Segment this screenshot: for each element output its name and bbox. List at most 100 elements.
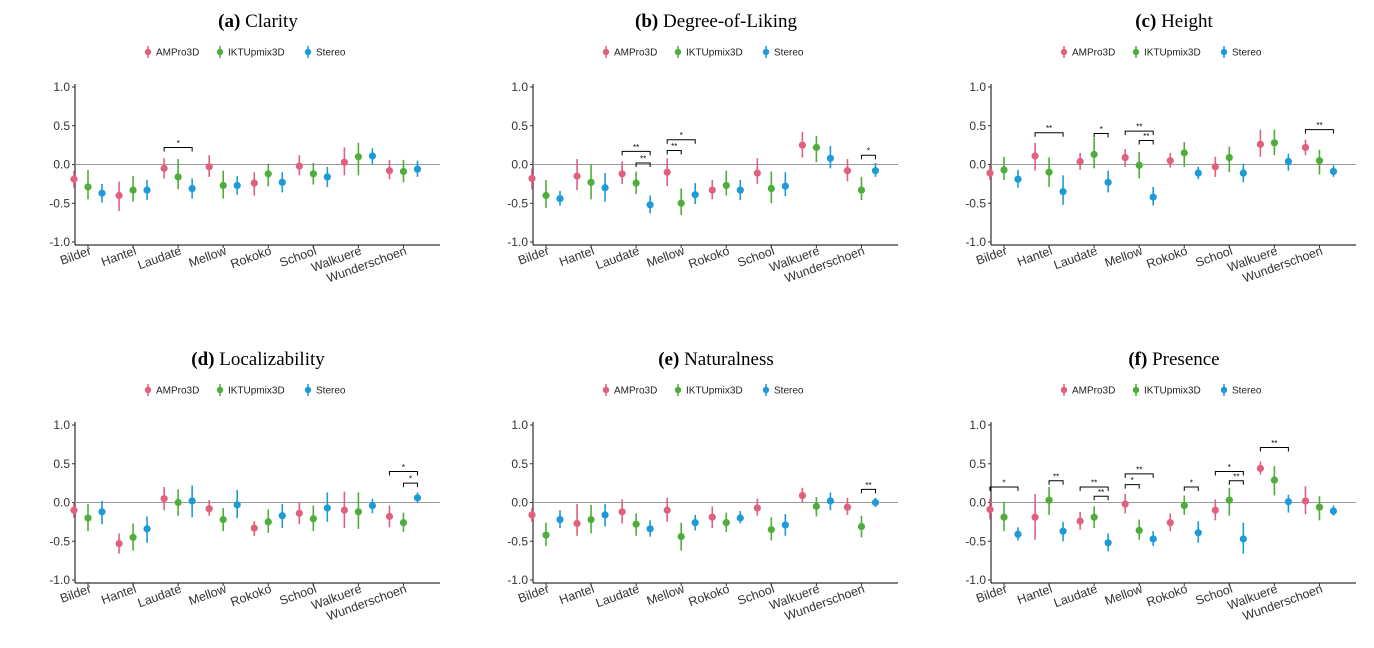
- data-point: [646, 201, 654, 209]
- significance-bracket: [1228, 480, 1244, 485]
- data-point: [399, 167, 408, 176]
- x-tick-label: Mellow: [1103, 243, 1145, 270]
- legend-key-point: [674, 48, 682, 56]
- legend-key-point: [304, 48, 312, 56]
- panel-localizability: (d) Localizability AMPro3D IKTUpmix3D Stere…: [49, 349, 440, 624]
- data-point: [1194, 529, 1202, 537]
- data-point: [1045, 496, 1053, 504]
- panel-name: Height: [1156, 11, 1213, 32]
- data-point: [1104, 539, 1112, 547]
- data-point: [1104, 178, 1112, 186]
- legend-key-point: [304, 386, 312, 394]
- data-point: [1090, 150, 1098, 159]
- legend-label: IKTUpmix3D: [228, 48, 285, 59]
- data-point: [129, 186, 137, 194]
- data-point: [84, 514, 92, 522]
- panel-label: (b): [635, 11, 658, 32]
- data-point: [1284, 157, 1292, 165]
- data-point: [556, 515, 564, 524]
- data-point: [618, 508, 626, 516]
- significance-bracket: [666, 139, 696, 144]
- significance-label: **: [1136, 465, 1142, 474]
- y-tick-label: -1.0: [507, 235, 528, 249]
- y-tick-label: 0.5: [511, 457, 528, 471]
- panel-label: (c): [1135, 11, 1156, 32]
- legend-key-point: [762, 48, 770, 56]
- data-point: [233, 501, 241, 509]
- data-point: [1076, 517, 1084, 525]
- legend-label: IKTUpmix3D: [1144, 386, 1201, 397]
- data-point: [1301, 143, 1310, 152]
- data-point: [295, 509, 303, 517]
- legend-label: IKTUpmix3D: [686, 48, 743, 59]
- data-point: [1059, 527, 1067, 535]
- data-point: [542, 531, 550, 539]
- legend-key-point: [216, 48, 224, 56]
- data-point: [309, 170, 317, 178]
- data-point: [781, 182, 789, 190]
- legend-key-point: [216, 386, 224, 394]
- panel-presence: (f) Presence AMPro3D IKTUpmix3D Stereo 1.0 0.…: [965, 349, 1356, 624]
- legend-key-point: [1220, 386, 1228, 394]
- significance-bracket: [1048, 480, 1064, 485]
- panel-name: Degree-of-Liking: [658, 11, 797, 32]
- significance-bracket: [1124, 473, 1154, 478]
- y-tick-label: 1.0: [969, 418, 986, 432]
- y-tick-label: 0.5: [969, 457, 986, 471]
- data-point: [722, 181, 730, 190]
- legend-label: IKTUpmix3D: [686, 386, 743, 397]
- data-point: [385, 512, 394, 521]
- significance-label: *: [1002, 479, 1005, 488]
- data-point: [1284, 498, 1292, 506]
- panel-label: (e): [658, 349, 679, 370]
- significance-label: **: [633, 143, 639, 152]
- legend-label: AMPro3D: [1072, 48, 1115, 59]
- data-point: [1000, 513, 1008, 521]
- data-point: [798, 141, 806, 149]
- data-point: [843, 167, 852, 175]
- y-tick-label: 1.0: [53, 80, 70, 94]
- data-point: [323, 173, 331, 181]
- data-point: [587, 178, 595, 186]
- data-point: [857, 522, 866, 531]
- data-point: [1166, 157, 1174, 165]
- significance-bracket: [635, 162, 651, 167]
- data-point: [1211, 163, 1219, 171]
- y-tick-label: -0.5: [965, 534, 986, 548]
- panel-title: (f) Presence: [1128, 349, 1219, 370]
- panel-name: Presence: [1147, 349, 1219, 370]
- data-point: [174, 173, 182, 181]
- data-point: [618, 170, 626, 178]
- data-point: [1256, 140, 1264, 148]
- data-point: [767, 184, 775, 193]
- data-point: [767, 526, 775, 534]
- data-point: [354, 153, 362, 161]
- significance-bracket: [860, 154, 876, 160]
- legend-label: AMPro3D: [156, 48, 199, 59]
- y-tick-label: 0.0: [969, 496, 986, 510]
- data-point: [354, 508, 362, 516]
- data-point: [143, 186, 151, 194]
- data-point: [601, 184, 609, 192]
- legend-label: AMPro3D: [614, 386, 657, 397]
- legend-key-point: [674, 386, 682, 394]
- data-point: [70, 175, 78, 183]
- legend-label: AMPro3D: [614, 48, 657, 59]
- data-point: [677, 199, 685, 207]
- significance-bracket: [1124, 484, 1140, 489]
- x-tick-label: Rokoko: [687, 582, 732, 610]
- data-point: [385, 167, 394, 175]
- significance-label: *: [1190, 479, 1193, 488]
- legend-label: Stereo: [774, 48, 804, 59]
- data-point: [812, 143, 820, 152]
- data-point: [691, 191, 699, 199]
- y-tick-label: 0.5: [53, 457, 70, 471]
- significance-bracket: [1183, 486, 1199, 491]
- significance-bracket: [402, 482, 418, 488]
- data-point: [871, 167, 880, 175]
- legend-key-point: [602, 48, 610, 56]
- x-tick-label: Rokoko: [229, 582, 274, 610]
- data-point: [1315, 503, 1324, 511]
- x-tick-label: Mellow: [187, 243, 229, 270]
- significance-label: *: [402, 463, 405, 472]
